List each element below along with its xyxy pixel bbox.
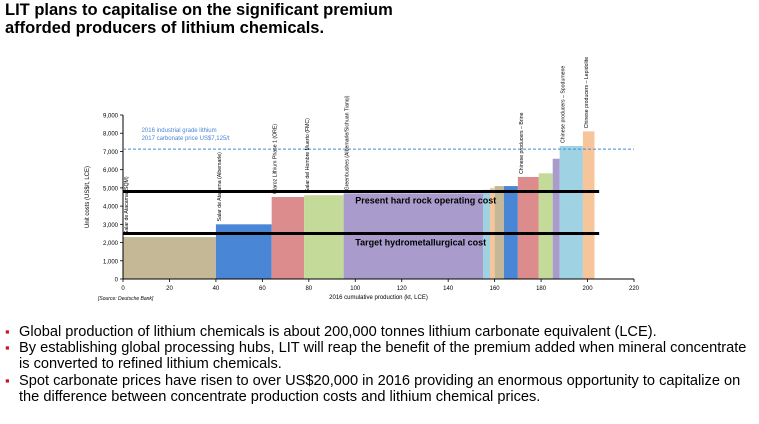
cost-bar (517, 176, 539, 279)
slide-title: LIT plans to capitalise on the significa… (5, 1, 393, 37)
y-tick-label: 3,000 (103, 223, 119, 229)
cost-bar (582, 131, 595, 279)
x-tick-label: 100 (350, 286, 361, 292)
x-axis-label: 2016 cumulative production (kt, LCE) (329, 295, 428, 301)
y-tick-label: 8,000 (103, 132, 119, 138)
bullet-text: By establishing global processing hubs, … (19, 340, 747, 373)
producer-label: Chinese producers – Spodumene (561, 66, 567, 143)
x-tick-label: 120 (397, 286, 408, 292)
cost-bar (559, 145, 583, 279)
price-reference-label: 2017 carbonate price US$7,125/t (142, 136, 230, 142)
cost-bar (271, 197, 305, 279)
y-tick-label: 4,000 (103, 205, 119, 211)
y-tick-label: 5,000 (103, 186, 119, 192)
producer-label: Chinese producers – Lepidolite (584, 57, 590, 129)
y-tick-label: 2,000 (103, 241, 119, 247)
bullet-text: Spot carbonate prices have risen to over… (19, 372, 741, 405)
bullet-text: Global production of lithium chemicals i… (19, 324, 657, 340)
y-tick-label: 6,000 (103, 168, 119, 174)
producer-label: Olaroz Lithium Phase 1 (ORE) (273, 124, 279, 194)
x-tick-label: 200 (583, 286, 594, 292)
bullet-list: ▪ Global production of lithium chemicals … (5, 324, 757, 405)
cost-curve-chart: 0 1,000 2,000 3,000 4,000 5,000 6,000 7,000 8,00… (85, 57, 640, 302)
slide-title-line-2: afforded producers of lithium chemicals. (5, 19, 325, 37)
x-tick-label: 160 (490, 286, 501, 292)
producer-label: Greenbushes (Albemarle/Sichuan Tianqi) (345, 95, 351, 190)
x-tick-label: 40 (213, 286, 220, 292)
producer-label: Salar de Atacama (SQM) (124, 176, 130, 234)
cost-bar (343, 193, 484, 279)
bullet-marker-icon: ▪ (5, 324, 10, 339)
x-tick-label: 80 (305, 286, 312, 292)
x-tick-label: 60 (259, 286, 266, 292)
cost-bar (123, 237, 216, 279)
cost-bar (538, 173, 553, 279)
x-tick-label: 220 (629, 286, 640, 292)
x-tick-label: 180 (536, 286, 547, 292)
x-tick-label: 0 (121, 286, 125, 292)
price-reference-label: 2016 industrial grade lithium (142, 128, 217, 134)
cost-reference-label: Target hydrometallurgical cost (355, 237, 486, 247)
y-axis-label: Unit costs (US$/t, LCE) (85, 166, 91, 228)
bullet-item: ▪ By establishing global processing hubs,… (5, 340, 757, 372)
x-tick-label: 20 (166, 286, 173, 292)
bullet-marker-icon: ▪ (5, 372, 10, 388)
y-tick-label: 7,000 (103, 150, 119, 156)
x-tick-label: 140 (443, 286, 454, 292)
bullet-item: ▪ Spot carbonate prices have risen to ove… (5, 373, 757, 405)
source-note: [Source: Deutsche Bank] (97, 296, 154, 302)
bullet-item: ▪ Global production of lithium chemicals … (5, 324, 757, 340)
bullet-marker-icon: ▪ (5, 340, 10, 356)
producer-label: Chinese producers – Brine (519, 112, 525, 174)
producer-label: Salar del Hombre Muerto (FMC) (305, 118, 311, 192)
y-tick-label: 1,000 (103, 259, 119, 265)
cost-bar (304, 195, 344, 279)
y-tick-label: 0 (115, 278, 119, 284)
cost-bar (552, 158, 560, 279)
y-tick-label: 9,000 (103, 114, 119, 120)
slide-title-line-1: LIT plans to capitalise on the significa… (5, 1, 393, 19)
producer-label: Salar de Atacama (Albemarle) (217, 152, 223, 221)
cost-reference-label: Present hard rock operating cost (355, 196, 496, 206)
